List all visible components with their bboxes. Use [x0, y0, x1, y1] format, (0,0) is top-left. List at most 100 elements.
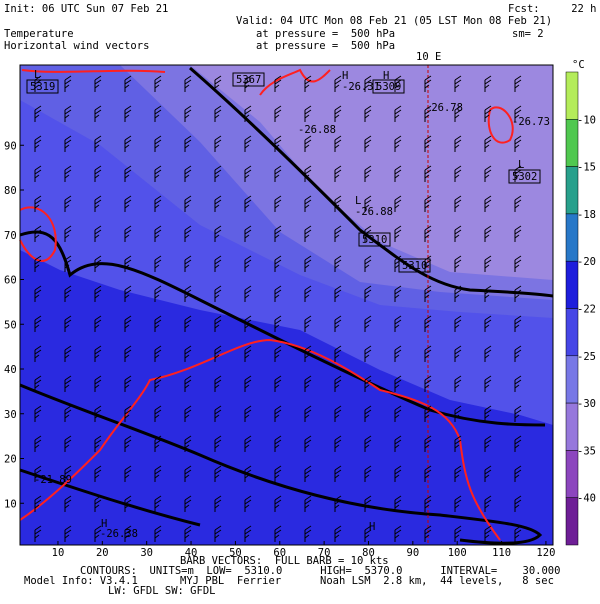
colorbar-tick-label: -30 — [577, 398, 596, 410]
barb — [124, 105, 132, 122]
barb — [274, 525, 282, 542]
barb — [244, 495, 252, 512]
barb — [424, 345, 432, 362]
barb — [34, 375, 42, 392]
barb — [274, 465, 282, 482]
barb — [184, 375, 192, 392]
barb — [394, 375, 402, 392]
barb — [364, 135, 372, 152]
map-label: 5310 — [402, 260, 427, 272]
barb — [274, 375, 282, 392]
barb — [244, 405, 252, 422]
barb — [154, 225, 162, 242]
barb — [154, 285, 162, 302]
barb — [94, 75, 102, 92]
y-tick-label: 10 — [4, 498, 17, 510]
barb — [64, 165, 72, 182]
map-label: -26.38 — [100, 528, 138, 540]
label-box — [398, 258, 431, 273]
field: Horizontal wind vectors — [4, 40, 149, 52]
map-label: H — [369, 521, 375, 533]
barb — [214, 375, 222, 392]
barb — [304, 315, 312, 332]
barb — [394, 345, 402, 362]
barb — [124, 135, 132, 152]
barb — [214, 435, 222, 452]
barb — [94, 195, 102, 212]
barb — [124, 435, 132, 452]
barb — [34, 525, 42, 542]
barb — [94, 525, 102, 542]
barb — [484, 465, 492, 482]
barb — [184, 435, 192, 452]
barb — [274, 165, 282, 182]
barb — [424, 255, 432, 272]
barb — [364, 315, 372, 332]
y-tick-label: 90 — [4, 140, 17, 152]
forecast: Fcst: 22 h — [508, 3, 597, 15]
barb — [334, 345, 342, 362]
y-tick-label: 70 — [4, 230, 17, 242]
barb — [484, 405, 492, 422]
barb — [274, 135, 282, 152]
map-label: 5309 — [376, 81, 401, 93]
barb — [454, 435, 462, 452]
barb — [154, 525, 162, 542]
barb — [124, 315, 132, 332]
barb — [424, 375, 432, 392]
map-label: -26.88 — [355, 206, 393, 218]
colorbar-swatch — [565, 355, 579, 404]
barb — [124, 525, 132, 542]
barb — [304, 525, 312, 542]
barb — [184, 495, 192, 512]
barb — [94, 345, 102, 362]
barb — [304, 345, 312, 362]
barb — [94, 165, 102, 182]
barb — [214, 285, 222, 302]
barb — [154, 105, 162, 122]
barb — [34, 285, 42, 302]
colorbar-swatch — [565, 308, 579, 357]
barb — [364, 525, 372, 542]
barb — [154, 195, 162, 212]
barb — [454, 255, 462, 272]
barb — [454, 105, 462, 122]
barb — [334, 285, 342, 302]
barb — [184, 405, 192, 422]
barb — [424, 225, 432, 242]
barb — [34, 435, 42, 452]
barb — [154, 405, 162, 422]
x-tick-label: 50 — [229, 547, 242, 559]
barb — [364, 405, 372, 422]
barb — [454, 165, 462, 182]
barb — [214, 225, 222, 242]
barb — [244, 465, 252, 482]
barb — [424, 405, 432, 422]
barb — [484, 315, 492, 332]
barb — [484, 75, 492, 92]
map-label: -26.78 — [425, 102, 463, 114]
map-label: H — [342, 70, 348, 82]
barb — [274, 225, 282, 242]
barb — [304, 255, 312, 272]
barb — [514, 195, 522, 212]
colorbar-tick-label: -25 — [577, 351, 596, 363]
barb — [304, 165, 312, 182]
barb — [304, 435, 312, 452]
barb — [424, 525, 432, 542]
barb — [484, 165, 492, 182]
barb — [124, 495, 132, 512]
barb — [424, 435, 432, 452]
barb — [154, 435, 162, 452]
barb — [484, 345, 492, 362]
y-tick-label: 50 — [4, 319, 17, 331]
barb — [34, 315, 42, 332]
colorbar-unit: °C — [572, 59, 585, 71]
barb — [334, 75, 342, 92]
barb — [424, 315, 432, 332]
barb — [364, 255, 372, 272]
barb — [334, 135, 342, 152]
barb — [94, 435, 102, 452]
barb — [274, 345, 282, 362]
barb — [424, 75, 432, 92]
